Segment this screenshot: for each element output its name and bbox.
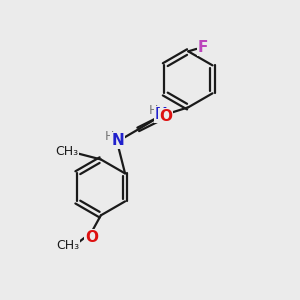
Text: O: O <box>159 109 172 124</box>
Text: O: O <box>85 230 98 245</box>
Text: F: F <box>198 40 208 55</box>
Text: CH₃: CH₃ <box>56 145 79 158</box>
Text: N: N <box>154 107 167 122</box>
Text: H: H <box>148 104 158 117</box>
Text: CH₃: CH₃ <box>56 239 80 252</box>
Text: N: N <box>111 133 124 148</box>
Text: H: H <box>105 130 114 143</box>
